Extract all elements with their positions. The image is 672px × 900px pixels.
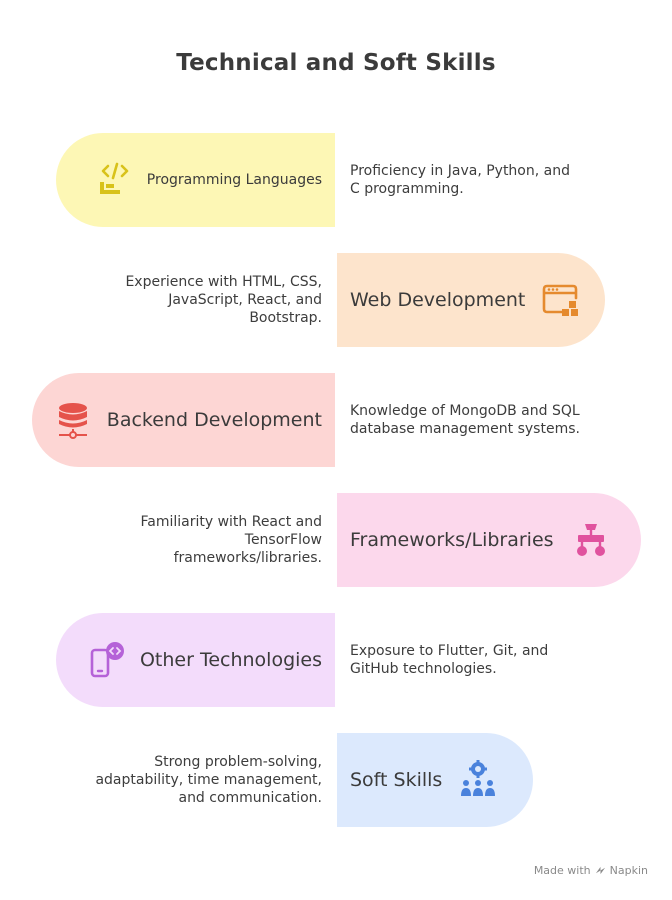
skill-description: Exposure to Flutter, Git, and GitHub tec…: [350, 643, 549, 677]
skill-pill-other-technologies: Other Technologies: [56, 613, 335, 707]
hierarchy-icon: [576, 524, 605, 556]
skill-pill-backend-development: Backend Development: [32, 373, 335, 467]
skill-label: Backend Development: [106, 409, 322, 431]
team-gear-icon: [461, 760, 496, 796]
skill-pill-web-development: Web Development: [337, 253, 605, 347]
skill-label: Other Technologies: [139, 649, 322, 671]
made-with-napkin-footer: Made with Napkin: [534, 864, 648, 877]
skill-description: Familiarity with React and TensorFlow fr…: [140, 514, 322, 566]
skill-description: Proficiency in Java, Python, and C progr…: [350, 163, 570, 197]
mobile-code-icon: [90, 642, 124, 678]
page-title: Technical and Soft Skills: [176, 50, 496, 76]
footer-brand: Napkin: [609, 864, 648, 877]
footer-text: Made with: [533, 864, 591, 877]
skill-description: Knowledge of MongoDB and SQL database ma…: [350, 403, 580, 437]
skill-label: Frameworks/Libraries: [350, 529, 554, 551]
skill-label: Soft Skills: [350, 769, 443, 791]
skill-pill-soft-skills: Soft Skills: [337, 733, 533, 827]
skill-description: Experience with HTML, CSS, JavaScript, R…: [125, 274, 322, 326]
browser-window-icon: [543, 284, 579, 316]
skill-pill-programming-languages: Programming Languages: [56, 133, 335, 227]
skill-description: Strong problem-solving, adaptability, ti…: [95, 754, 322, 806]
skill-label: Programming Languages: [146, 172, 322, 188]
database-icon: [58, 403, 87, 439]
code-icon: [99, 162, 129, 194]
skill-pill-frameworks-libraries: Frameworks/Libraries: [337, 493, 641, 587]
napkin-logo-icon: [595, 866, 605, 875]
skill-label: Web Development: [350, 289, 526, 311]
